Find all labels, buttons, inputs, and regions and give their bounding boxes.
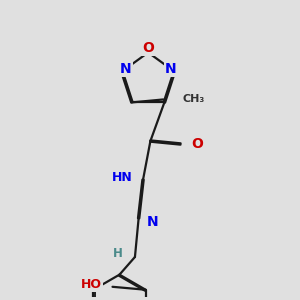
Text: N: N <box>147 215 158 229</box>
Text: HN: HN <box>112 171 133 184</box>
Text: N: N <box>165 62 176 76</box>
Text: CH₃: CH₃ <box>182 94 205 104</box>
Text: H: H <box>113 247 123 260</box>
Text: O: O <box>192 137 203 151</box>
Text: HO: HO <box>81 278 102 292</box>
Text: O: O <box>142 41 154 55</box>
Text: N: N <box>120 62 131 76</box>
